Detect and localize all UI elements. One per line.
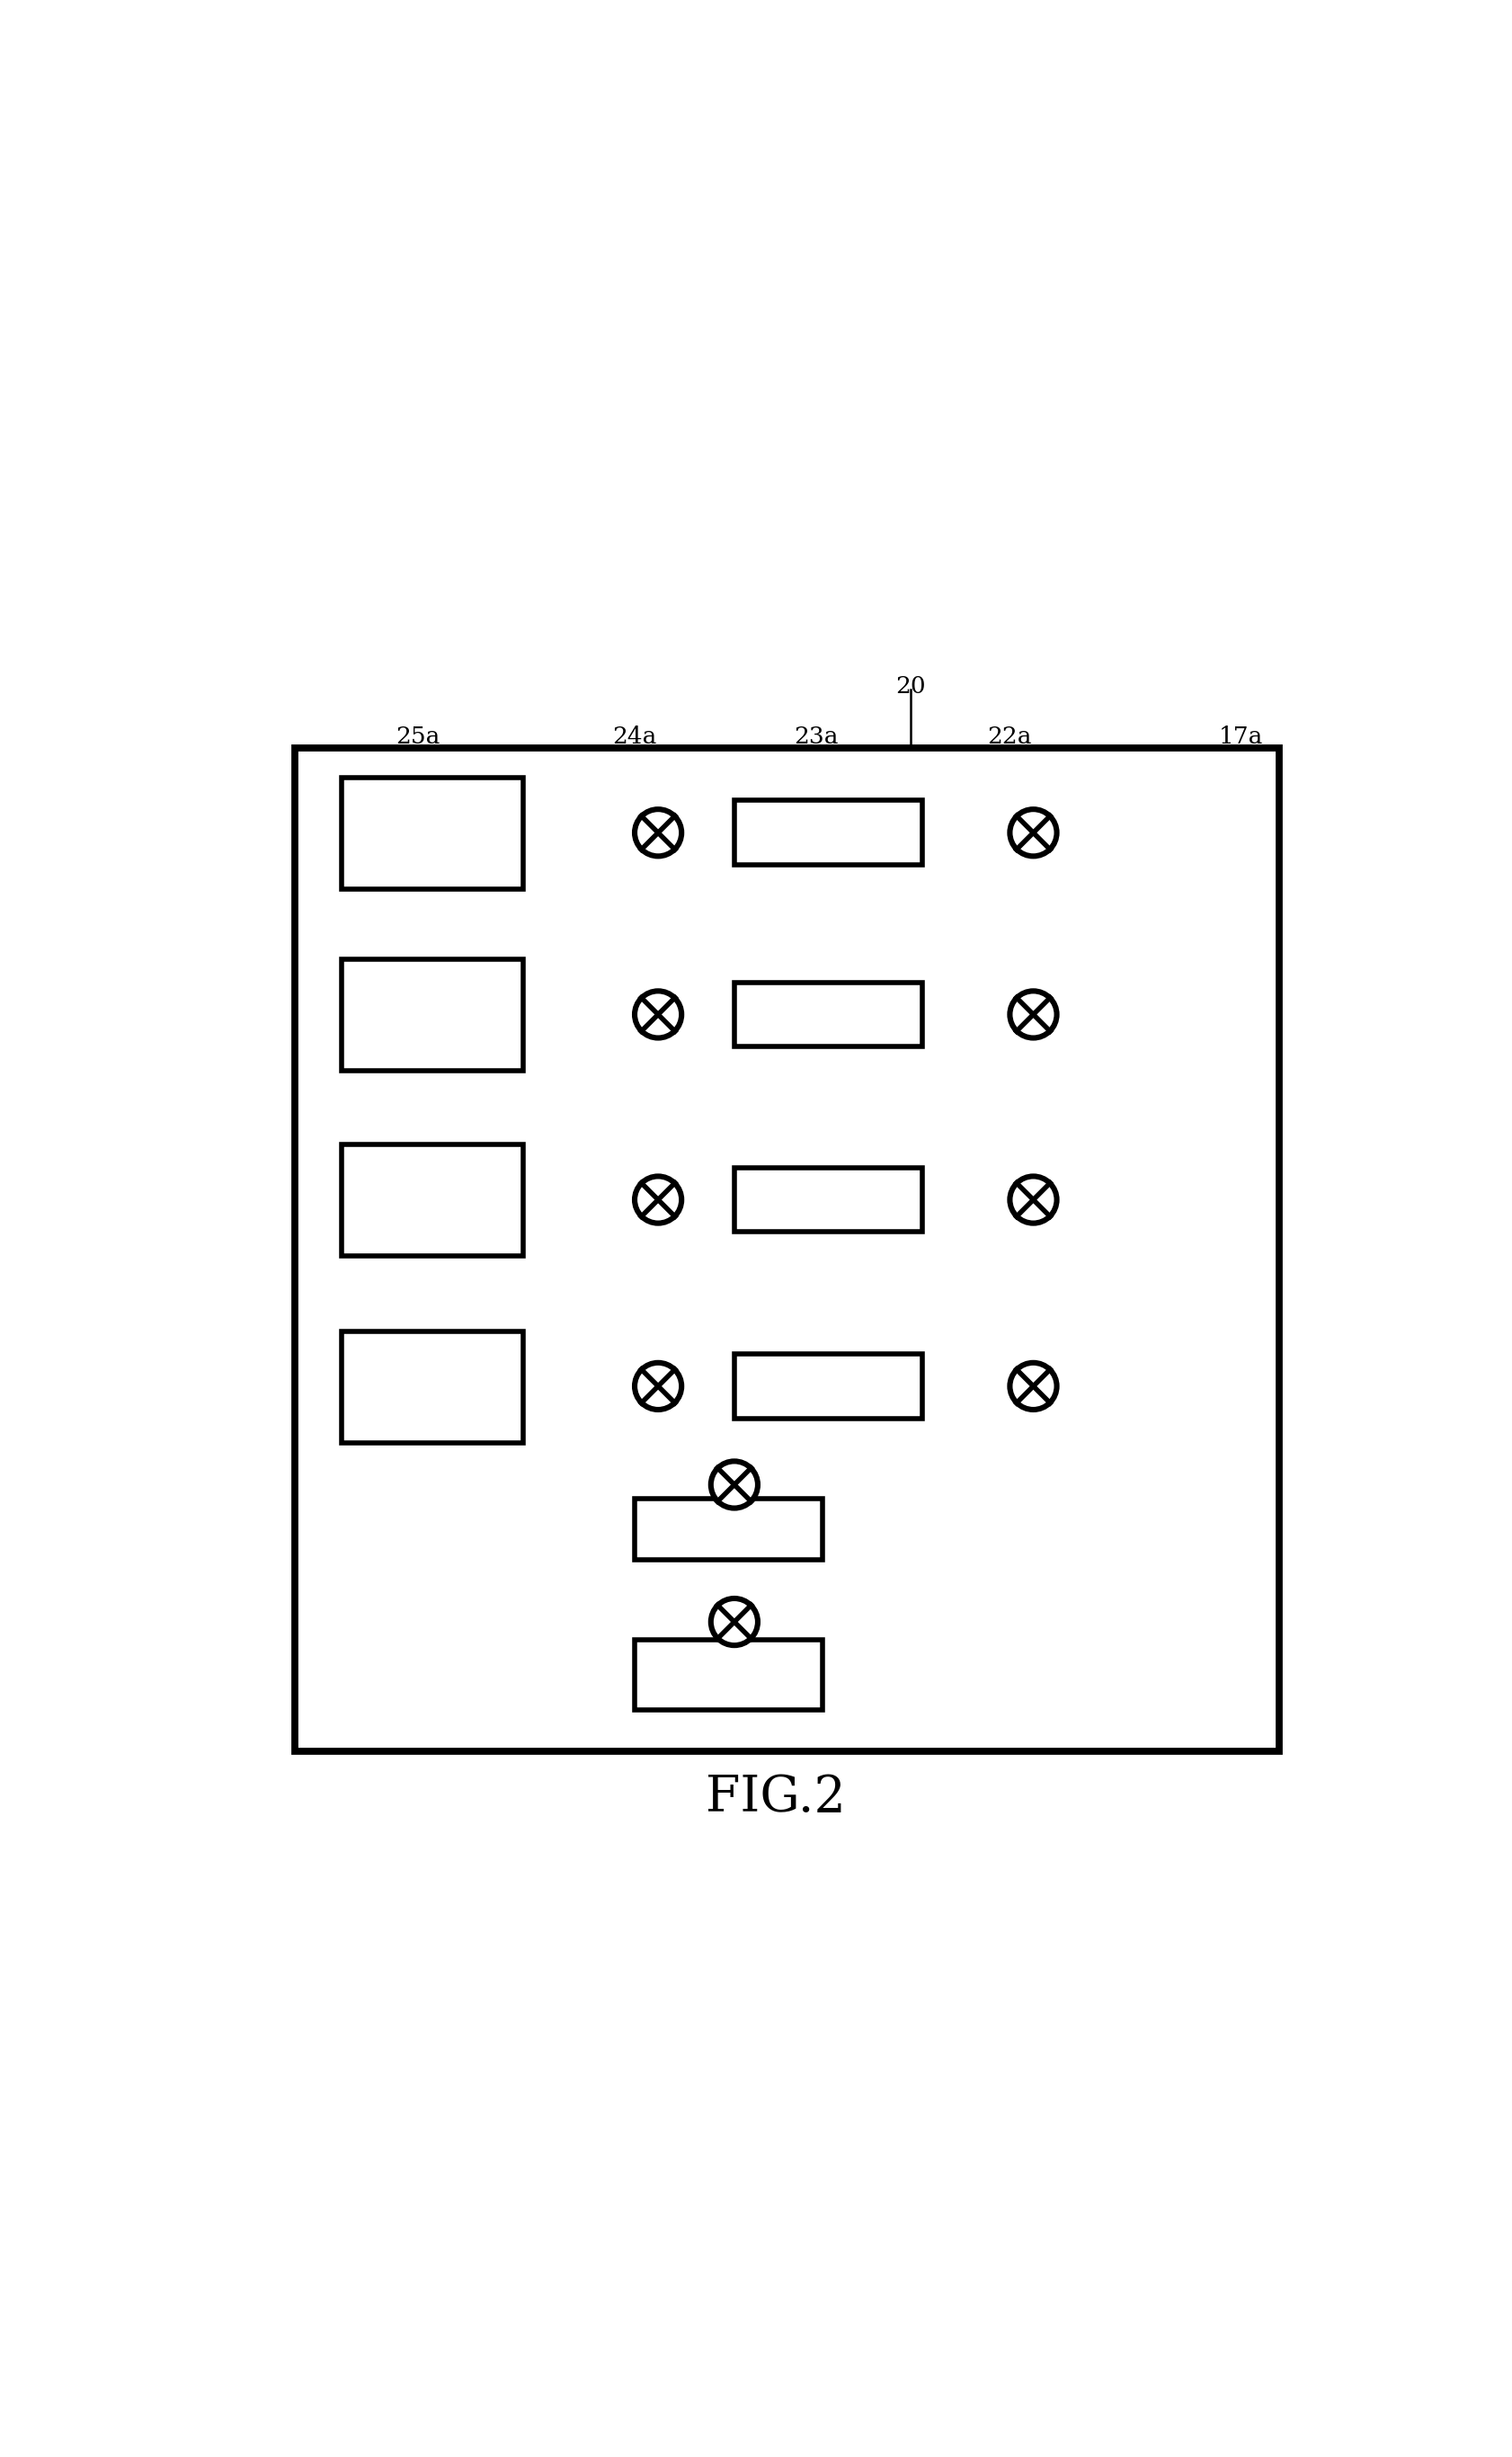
Text: 24d: 24d: [611, 1280, 658, 1302]
Text: 26d: 26d: [667, 1477, 712, 1501]
Text: N₂: N₂: [711, 1661, 745, 1688]
Text: 24b: 24b: [611, 907, 658, 931]
Bar: [342, 776, 523, 889]
Text: 23c: 23c: [794, 1093, 838, 1115]
Text: 26a: 26a: [667, 924, 712, 946]
Text: 25e: 25e: [561, 1663, 605, 1686]
Text: 17c: 17c: [1217, 1093, 1261, 1115]
Bar: [733, 1167, 921, 1231]
Circle shape: [635, 990, 680, 1037]
Text: 26c: 26c: [667, 1292, 711, 1314]
Text: 25a: 25a: [395, 725, 440, 749]
Bar: [733, 801, 921, 865]
Circle shape: [635, 1177, 680, 1224]
Circle shape: [1010, 1364, 1055, 1410]
Bar: [295, 749, 1279, 1752]
Bar: [342, 1145, 523, 1256]
Text: 23b: 23b: [794, 907, 839, 931]
Text: 22a: 22a: [987, 725, 1031, 749]
Circle shape: [1010, 808, 1055, 855]
Text: 23a: 23a: [794, 725, 838, 749]
Text: MFC: MFC: [794, 1000, 862, 1029]
Text: 22d: 22d: [986, 1280, 1033, 1302]
Text: 25c: 25c: [396, 1093, 440, 1115]
Text: 24e: 24e: [774, 1604, 820, 1627]
Text: HF: HF: [411, 1373, 454, 1400]
Text: MFC: MFC: [794, 818, 862, 848]
Text: 17d: 17d: [1217, 1280, 1263, 1302]
Text: 25d: 25d: [395, 1280, 440, 1302]
Bar: [635, 1639, 823, 1710]
Circle shape: [711, 1462, 758, 1509]
Text: 24a: 24a: [612, 725, 656, 749]
Text: 26e: 26e: [649, 1617, 692, 1639]
Text: 22b: 22b: [986, 907, 1033, 931]
Text: 25b: 25b: [395, 907, 440, 931]
Text: NH₃: NH₃: [402, 1000, 461, 1029]
Bar: [342, 958, 523, 1071]
Text: 17b: 17b: [1217, 907, 1263, 931]
Text: MFC: MFC: [694, 1516, 762, 1543]
Bar: [342, 1332, 523, 1442]
Text: MFC: MFC: [794, 1187, 862, 1214]
Text: FIG.2: FIG.2: [705, 1774, 845, 1823]
Text: 21e: 21e: [649, 1428, 692, 1450]
Circle shape: [635, 808, 680, 855]
Text: 20: 20: [895, 676, 925, 698]
Text: 23e: 23e: [561, 1518, 605, 1541]
Text: 24c: 24c: [612, 1093, 656, 1115]
Text: F₂: F₂: [417, 1187, 448, 1214]
Bar: [733, 1354, 921, 1418]
Circle shape: [1010, 1177, 1055, 1224]
Text: 17a: 17a: [1217, 725, 1263, 749]
Circle shape: [711, 1600, 758, 1646]
Text: 22e: 22e: [774, 1467, 820, 1489]
Bar: [733, 983, 921, 1047]
Circle shape: [635, 1364, 680, 1410]
Text: 23d: 23d: [794, 1280, 839, 1302]
Bar: [635, 1499, 823, 1560]
Text: DCS: DCS: [401, 818, 463, 848]
Text: MFC: MFC: [794, 1373, 862, 1400]
Text: 26b: 26b: [667, 1106, 712, 1128]
Text: 22c: 22c: [987, 1093, 1031, 1115]
Circle shape: [1010, 990, 1055, 1037]
